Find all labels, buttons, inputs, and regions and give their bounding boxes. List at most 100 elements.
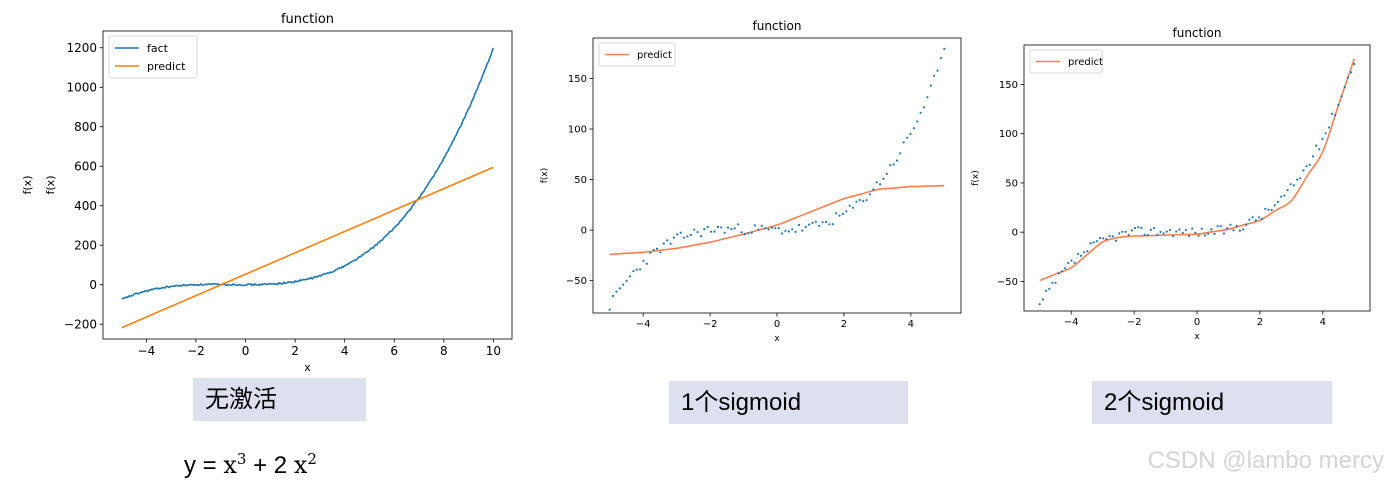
data-point (743, 233, 746, 236)
caption-no-activation: 无激活 (193, 378, 366, 421)
data-point (1203, 234, 1206, 237)
data-point (909, 132, 912, 135)
plot-frame (102, 30, 513, 340)
legend-box (108, 35, 198, 79)
x-tick-label: −4 (138, 344, 156, 358)
data-point (1270, 208, 1273, 212)
data-point (916, 120, 919, 123)
chart-one-sigmoid: function −4 −2 0 2 4 −50 0 50 100 150 x f(x) predict (540, 19, 962, 344)
data-point (666, 239, 669, 242)
data-point (1041, 298, 1044, 301)
series-line-predict (121, 166, 494, 329)
data-point (726, 226, 730, 229)
data-point (676, 233, 679, 236)
data-point (1184, 228, 1187, 232)
formula-exponent-2: 2 (307, 450, 317, 468)
data-point (784, 229, 787, 232)
data-point (872, 188, 875, 191)
series-line-predict (1039, 58, 1356, 282)
data-point (1289, 183, 1292, 186)
data-point (1334, 114, 1337, 117)
data-point (848, 204, 851, 207)
data-point (1267, 208, 1270, 211)
formula-base-1: x (223, 451, 237, 479)
formula-base-2: x (293, 451, 308, 479)
data-point (1076, 252, 1079, 255)
data-point (1067, 261, 1070, 265)
data-point (1200, 227, 1203, 230)
data-point (1286, 189, 1289, 192)
data-point (831, 223, 834, 226)
caption-two-sigmoid: 2个sigmoid (1092, 381, 1332, 424)
data-point (906, 136, 909, 139)
legend-label-predict: predict (637, 50, 672, 61)
data-point (1276, 200, 1280, 204)
data-point (679, 231, 682, 234)
data-point (1340, 95, 1343, 98)
chart-title: function (1172, 26, 1221, 40)
data-point (794, 230, 797, 233)
y-tick-label: 200 (74, 238, 97, 252)
data-point (1346, 76, 1349, 79)
data-point (862, 200, 865, 203)
legend-label-predict: predict (147, 60, 186, 73)
data-point (1197, 234, 1200, 237)
x-axis-label: x (304, 361, 311, 374)
y-tick-label: 50 (574, 175, 587, 186)
data-point (628, 275, 632, 278)
data-point (1232, 229, 1235, 232)
data-point (1137, 226, 1140, 229)
y-axis-label: f(x) (540, 168, 550, 184)
data-point (1213, 232, 1216, 235)
data-point (645, 262, 648, 265)
data-point (1057, 272, 1060, 275)
data-point (791, 228, 794, 231)
x-tick-label: 10 (486, 344, 501, 358)
data-point (1168, 228, 1172, 232)
x-tick-label: −2 (703, 319, 718, 330)
data-point (642, 259, 645, 262)
data-point (1079, 254, 1083, 257)
data-point (1105, 238, 1108, 241)
data-point (622, 283, 625, 286)
y-tick-label: −50 (566, 276, 587, 287)
data-point (1140, 226, 1143, 229)
y-tick-label: 600 (74, 159, 97, 173)
x-tick-label: −2 (187, 344, 205, 358)
data-point (1149, 228, 1152, 231)
data-point (1172, 235, 1175, 238)
data-point (764, 227, 767, 230)
data-point (824, 220, 828, 224)
data-point (632, 270, 635, 273)
data-point (747, 232, 750, 235)
data-point (696, 231, 699, 234)
data-point (1114, 239, 1118, 242)
series-line-predict (609, 184, 945, 256)
data-point (662, 242, 665, 245)
data-point (1264, 207, 1267, 210)
data-point (895, 159, 899, 162)
data-point (804, 225, 807, 229)
data-point (1350, 71, 1353, 74)
data-point (1048, 287, 1051, 290)
data-point (1257, 216, 1261, 219)
plot-content: function −4 −2 0 2 4 −50 0 50 100 150 x f(x) predict (540, 19, 962, 344)
y-axis-label-secondary: f(x) (44, 176, 57, 195)
y-tick-label: 150 (568, 74, 587, 85)
data-point (851, 206, 855, 209)
formula-prefix: y = (184, 452, 224, 479)
data-point (919, 111, 922, 114)
x-tick-label: 4 (341, 344, 349, 358)
x-tick-label: 4 (1320, 317, 1326, 328)
data-point (841, 212, 844, 216)
x-tick-label: 0 (242, 344, 250, 358)
data-point (1146, 234, 1149, 237)
data-point (922, 106, 926, 109)
data-point (1118, 232, 1121, 235)
data-point (713, 230, 716, 233)
data-point (936, 69, 939, 72)
data-point (835, 212, 838, 215)
data-point (1318, 148, 1321, 151)
data-point (1219, 225, 1222, 228)
data-point (845, 210, 848, 213)
